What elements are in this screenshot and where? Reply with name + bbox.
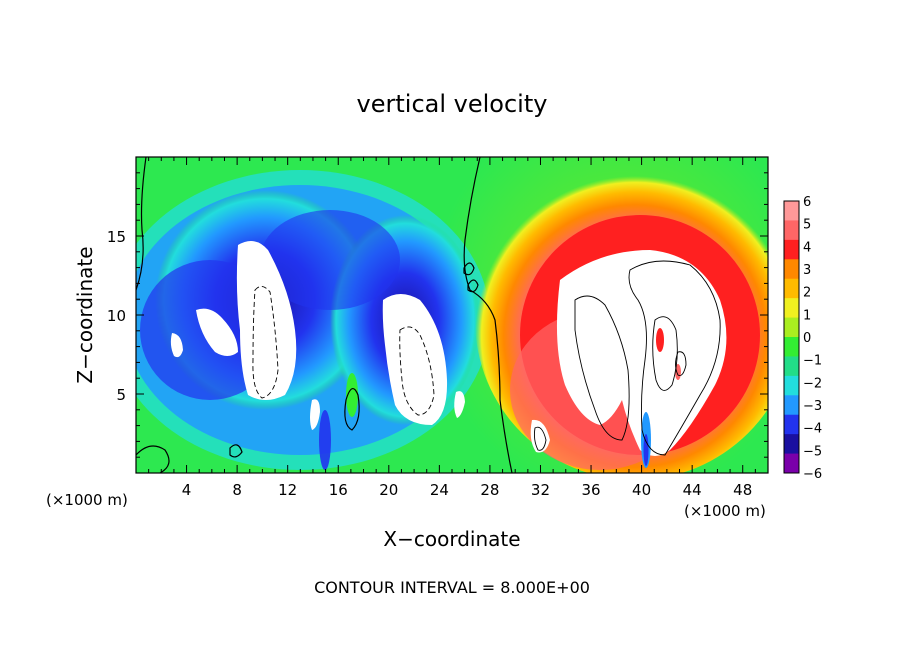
x-tick-label: 16 [329, 481, 348, 499]
colorbar-label: −6 [803, 467, 822, 482]
colorbar-label: 5 [803, 218, 811, 233]
velocity-field [136, 157, 768, 473]
y-tick-label: 15 [107, 228, 126, 246]
x-unit-right: (×1000 m) [684, 502, 766, 520]
colorbar-label: −5 [803, 444, 822, 459]
colorbar-label: −3 [803, 399, 822, 414]
colorbar-swatch [784, 414, 799, 435]
colorbar-label: −4 [803, 422, 822, 437]
negative-contours [252, 286, 435, 416]
colorbar-label: −2 [803, 376, 822, 391]
x-tick-label: 20 [379, 481, 398, 499]
colorbar-swatch [784, 356, 799, 377]
colorbar-swatch [784, 337, 799, 357]
y-tick-label: 10 [107, 307, 126, 325]
colorbar-swatch [784, 395, 799, 416]
colorbar-label: 0 [803, 331, 811, 346]
off-scale-patches [170, 241, 727, 456]
y-axis-label: Z−coordinate [73, 246, 97, 383]
x-axis: 4 8 12 16 20 24 28 32 36 40 44 48 [148, 157, 756, 499]
x-tick-label: 32 [531, 481, 550, 499]
x-tick-label: 8 [232, 481, 242, 499]
zero-contours [136, 157, 513, 473]
colorbar-label: 2 [803, 286, 811, 301]
x-tick-label: 24 [430, 481, 449, 499]
x-tick-label: 40 [632, 481, 651, 499]
x-axis-label: X−coordinate [383, 527, 520, 551]
colorbar-label: −1 [803, 354, 822, 369]
colorbar-frame [783, 200, 800, 474]
x-unit-left: (×1000 m) [46, 491, 128, 509]
colorbar-swatch [784, 434, 799, 455]
x-tick-label: 4 [182, 481, 192, 499]
colorbar-swatch [784, 278, 799, 299]
colorbar: 6 5 4 3 2 1 0 −1 −2 −3 −4 −5 −6 [783, 195, 822, 482]
colorbar-swatch [784, 259, 799, 280]
positive-contours [533, 260, 721, 456]
y-axis: 5 10 15 [107, 172, 768, 458]
colorbar-label: 1 [803, 308, 811, 323]
colorbar-swatch [784, 375, 799, 396]
chart-title: vertical velocity [357, 90, 548, 118]
x-tick-label: 28 [480, 481, 499, 499]
colorbar-swatch [784, 453, 799, 474]
x-tick-label: 48 [733, 481, 752, 499]
colorbar-swatch [784, 298, 799, 319]
x-tick-label: 12 [278, 481, 297, 499]
colorbar-swatch [784, 317, 799, 338]
colorbar-swatch [784, 220, 799, 241]
colorbar-label: 6 [803, 195, 811, 210]
colorbar-swatch [784, 239, 799, 260]
colorbar-swatch [784, 201, 799, 221]
colorbar-label: 3 [803, 263, 811, 278]
contour-interval-note: CONTOUR INTERVAL = 8.000E+00 [314, 578, 590, 597]
y-tick-label: 5 [116, 386, 126, 404]
colorbar-label: 4 [803, 240, 811, 255]
x-tick-label: 36 [581, 481, 600, 499]
x-tick-label: 44 [683, 481, 702, 499]
